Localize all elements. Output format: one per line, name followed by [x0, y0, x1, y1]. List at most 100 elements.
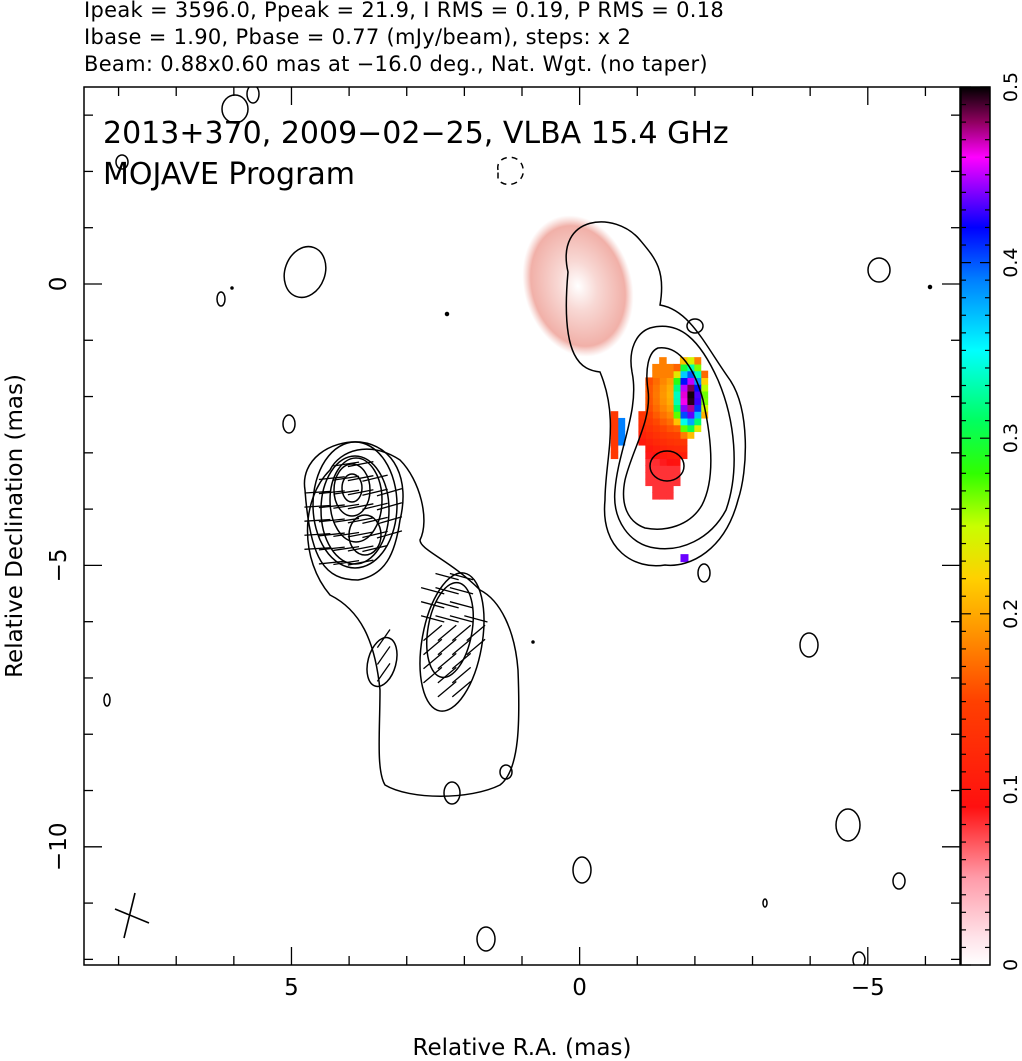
- evpa-vector: [466, 638, 486, 656]
- evpa-vector: [435, 601, 459, 609]
- evpa-vector: [435, 572, 459, 581]
- y-tick-label: −10: [46, 823, 72, 872]
- evpa-vector: [420, 601, 445, 609]
- evpa-vector: [318, 490, 345, 495]
- fp-pixel: [693, 357, 702, 365]
- fp-pixel: [652, 458, 660, 466]
- noise-contour-4: [221, 94, 249, 124]
- evpa-vector: [347, 531, 374, 538]
- fp-pixel: [659, 458, 667, 466]
- fp-pixel: [666, 424, 674, 433]
- y-tick-label: −5: [46, 548, 72, 582]
- evpa-vector: [449, 615, 474, 623]
- fp-pixel: [652, 417, 660, 426]
- east-knot-outer: [303, 441, 404, 581]
- evpa-vector: [423, 652, 443, 670]
- fp-pixel: [693, 370, 702, 379]
- noise-contour-2: [216, 291, 226, 307]
- evpa-vector: [437, 624, 457, 642]
- fp-pixel: [659, 478, 667, 487]
- colorbar-label: 0.3: [1000, 423, 1022, 453]
- program-title: MOJAVE Program: [103, 157, 355, 192]
- fp-pixel: [666, 438, 674, 446]
- fp-pixel: [672, 404, 681, 412]
- fp-pixel: [645, 424, 653, 433]
- fp-pixel: [617, 417, 626, 426]
- evpa-vector: [423, 666, 443, 684]
- core-emission: [522, 215, 634, 357]
- fp-pixel: [659, 357, 667, 365]
- evpa-vector: [420, 586, 445, 595]
- noise-contour-8: [686, 318, 704, 334]
- east-knot-contour-6: [348, 514, 382, 556]
- evpa-vector: [435, 615, 459, 623]
- fp-pixel: [679, 444, 688, 453]
- fp-pixel: [679, 438, 688, 446]
- fp-pixel: [693, 417, 702, 426]
- fp-pixel: [659, 465, 667, 473]
- fp-pixel: [659, 390, 667, 399]
- fp-pixel: [610, 451, 619, 460]
- evpa-vector: [318, 476, 345, 481]
- fp-pixel: [693, 411, 702, 419]
- fp-pixel: [652, 485, 660, 493]
- polarization-vectors: [304, 460, 488, 698]
- fp-pixel: [645, 451, 653, 460]
- fp-pixel: [672, 478, 681, 487]
- source-title: 2013+370, 2009−02−25, VLBA 15.4 GHz: [103, 116, 729, 151]
- fp-pixel: [652, 438, 660, 446]
- evpa-vector: [451, 652, 472, 670]
- evpa-vector: [362, 474, 388, 482]
- fp-pixel: [659, 444, 667, 453]
- fp-pixel: [659, 471, 667, 480]
- colorbar-label: 0: [1000, 959, 1022, 971]
- evpa-vector: [318, 504, 345, 509]
- evpa-vector: [449, 572, 474, 581]
- fp-pixel: [672, 424, 681, 433]
- evpa-vector: [437, 681, 457, 698]
- evpa-vector: [333, 531, 360, 538]
- noise-contour-14: [572, 856, 592, 884]
- fp-pixel: [659, 384, 667, 392]
- fp-pixel: [672, 451, 681, 460]
- fp-pixel: [659, 438, 667, 446]
- fp-pixel: [679, 397, 688, 406]
- fp-pixel: [666, 370, 674, 379]
- fp-pixel: [659, 417, 667, 426]
- fp-pixel: [693, 363, 702, 372]
- evpa-vector: [347, 460, 374, 468]
- fp-pixel: [686, 357, 695, 365]
- noise-contour-19: [852, 951, 866, 965]
- noise-contour-12: [499, 764, 513, 780]
- fp-pixel: [666, 431, 674, 439]
- evpa-vector: [362, 488, 388, 496]
- fp-pixel: [693, 384, 702, 392]
- evpa-vector: [376, 662, 391, 682]
- fp-pixel: [645, 465, 653, 473]
- noise-dot-4: [230, 286, 234, 290]
- evpa-vector: [451, 624, 472, 642]
- fp-pixel: [659, 363, 667, 372]
- evpa-vector: [347, 517, 374, 524]
- fp-pixel: [672, 465, 681, 473]
- evpa-vector: [376, 530, 403, 539]
- evpa-vector: [451, 666, 472, 684]
- fp-pixel: [672, 458, 681, 466]
- fp-pixel: [638, 438, 646, 446]
- fp-pixel: [617, 431, 626, 439]
- fp-pixel: [659, 404, 667, 412]
- noise-contour-6: [115, 154, 129, 170]
- evpa-vector: [318, 546, 345, 551]
- evpa-vector: [423, 638, 443, 656]
- evpa-vector: [376, 502, 403, 511]
- fp-pixel: [610, 431, 619, 439]
- fp-pixel: [686, 431, 695, 439]
- tick-labels: 5 0 −5 0 −5 −10: [46, 277, 885, 1001]
- fp-pixel: [645, 417, 653, 426]
- fp-pixel: [610, 411, 619, 419]
- evpa-vector: [333, 517, 360, 523]
- fp-pixel: [666, 465, 674, 473]
- fp-pixel: [686, 417, 695, 426]
- evpa-vector: [376, 646, 391, 665]
- fp-pixel: [666, 390, 674, 399]
